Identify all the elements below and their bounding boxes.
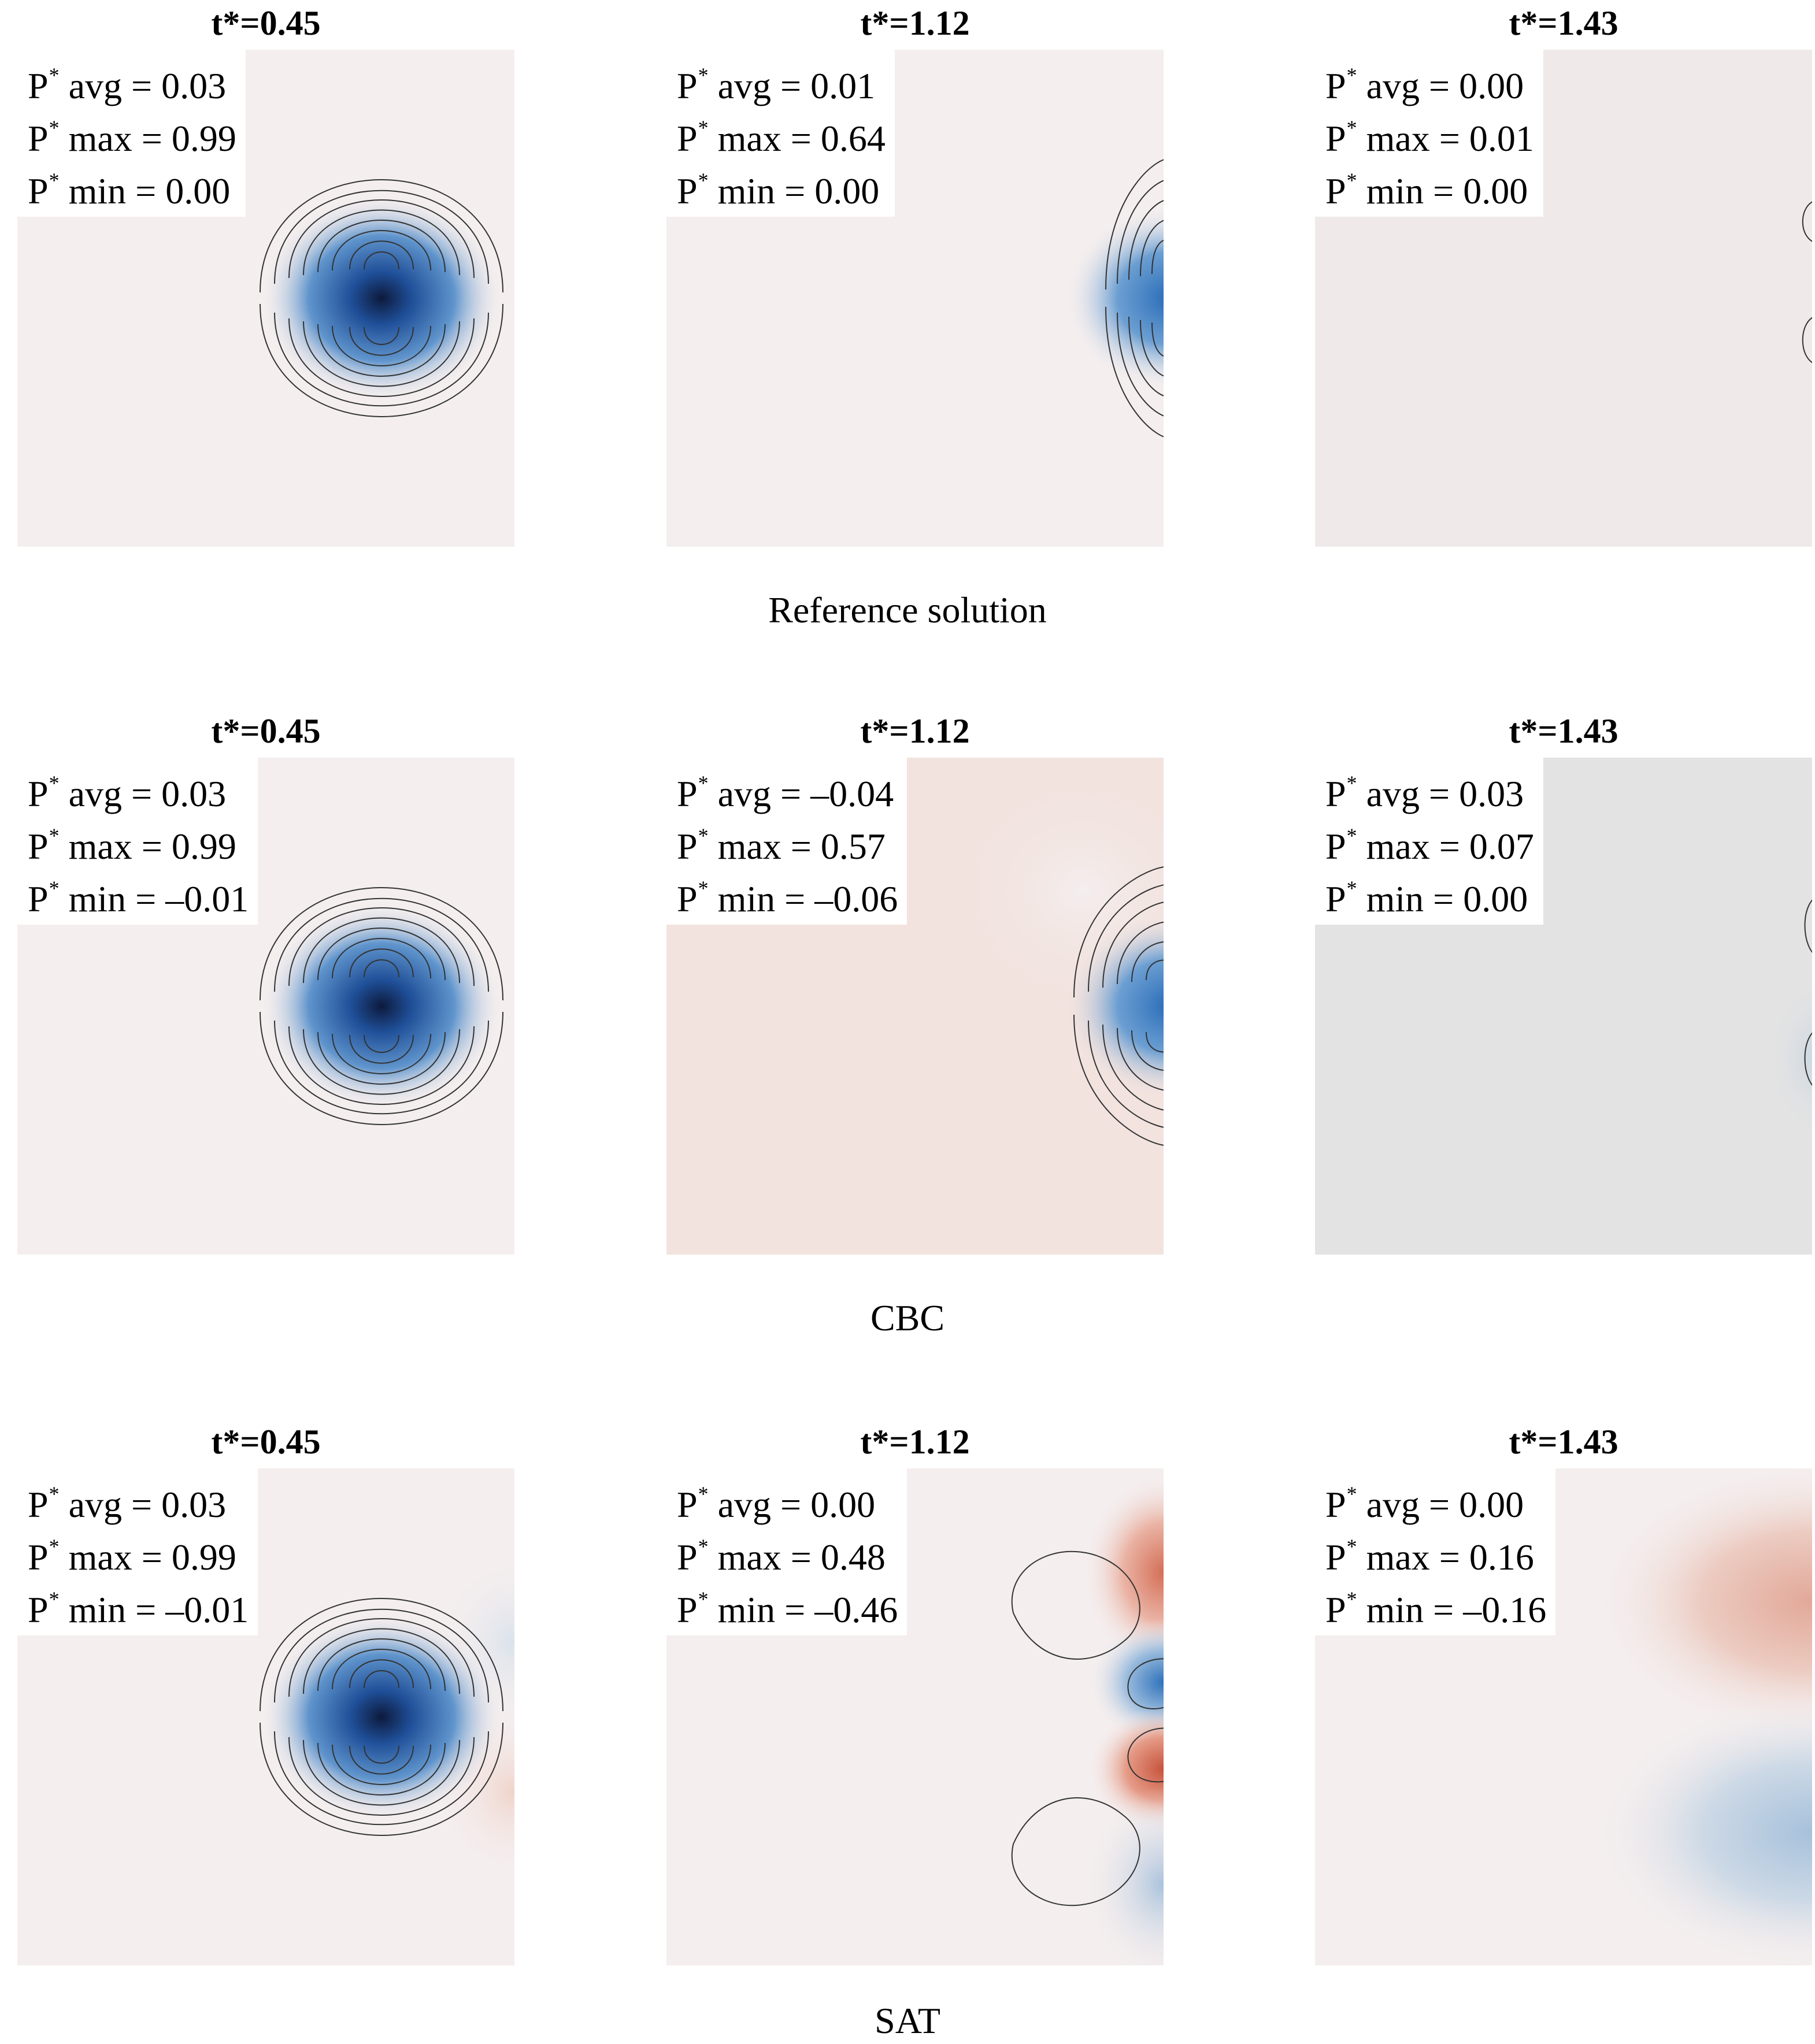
stat-max: P* max = 0.57 [677,824,886,867]
stat-max: P* max = 0.99 [28,824,236,867]
pressure-stats-box: P* avg = 0.01 P* max = 0.64 P* min = 0.0… [666,50,895,217]
stat-max: P* max = 0.99 [28,1535,236,1578]
pressure-field-plot: P* avg = 0.00 P* max = 0.48 P* min = –0.… [666,1468,1164,1965]
row-caption: Reference solution [768,589,1047,630]
stat-max: P* max = 0.48 [677,1535,886,1578]
stat-max: P* max = 0.99 [28,116,236,159]
panel-title: t*=1.12 [860,4,970,42]
pressure-field-plot: P* avg = 0.03 P* max = 0.99 P* min = –0.… [17,1468,514,1965]
stat-min: P* min = 0.00 [28,169,231,212]
pressure-field-plot: P* avg = 0.03 P* max = 0.99 P* min = –0.… [17,758,514,1255]
row-caption: CBC [870,1297,945,1338]
stat-max: P* max = 0.64 [677,116,886,159]
pressure-stats-box: P* avg = 0.03 P* max = 0.99 P* min = 0.0… [17,50,246,217]
stat-min: P* min = –0.46 [677,1587,898,1630]
stat-min: P* min = –0.01 [28,1587,249,1630]
pressure-field-image [1315,758,1812,1255]
panel-title: t*=1.12 [860,1423,970,1461]
stat-avg: P* avg = 0.03 [1325,771,1524,814]
stat-avg: P* avg = 0.00 [677,1482,876,1525]
panel-title: t*=1.12 [860,712,970,750]
pressure-field-plot: P* avg = 0.00 P* max = 0.16 P* min = –0.… [1315,1468,1812,1965]
stat-avg: P* avg = 0.03 [28,771,227,814]
pressure-stats-box: P* avg = 0.00 P* max = 0.01 P* min = 0.0… [1315,50,1543,217]
panel-title: t*=0.45 [211,4,321,42]
pressure-stats-box: P* avg = –0.04 P* max = 0.57 P* min = –0… [666,758,908,925]
stat-max: P* max = 0.07 [1325,824,1534,867]
stat-min: P* min = 0.00 [1325,877,1528,919]
stat-avg: P* avg = –0.04 [677,771,894,814]
panel-title: t*=1.43 [1509,1423,1618,1461]
pressure-field-plot: P* avg = 0.01 P* max = 0.64 P* min = 0.0… [666,50,1164,547]
stat-min: P* min = 0.00 [1325,169,1528,212]
panel-title: t*=1.43 [1509,712,1618,750]
pressure-stats-box: P* avg = 0.00 P* max = 0.16 P* min = –0.… [1315,1468,1556,1635]
pressure-field-image [17,758,514,1255]
pressure-field-plot: P* avg = 0.00 P* max = 0.01 P* min = 0.0… [1315,50,1812,547]
stat-avg: P* avg = 0.00 [1325,1482,1524,1525]
pressure-field-plot: P* avg = 0.03 P* max = 0.99 P* min = 0.0… [17,50,514,547]
stat-max: P* max = 0.01 [1325,116,1534,159]
panel-title: t*=1.43 [1509,4,1618,42]
pressure-stats-box: P* avg = 0.03 P* max = 0.99 P* min = –0.… [17,1468,258,1635]
pressure-field-image [17,1468,514,1965]
pressure-stats-box: P* avg = 0.00 P* max = 0.48 P* min = –0.… [666,1468,908,1635]
stat-min: P* min = –0.01 [28,877,249,919]
stat-min: P* min = –0.06 [677,877,898,919]
pressure-stats-box: P* avg = 0.03 P* max = 0.99 P* min = –0.… [17,758,258,925]
row-caption: SAT [875,2000,940,2041]
panel-title: t*=0.45 [211,712,321,750]
stat-avg: P* avg = 0.00 [1325,64,1524,106]
stat-max: P* max = 0.16 [1325,1535,1534,1578]
pressure-field-plot: P* avg = 0.03 P* max = 0.07 P* min = 0.0… [1315,758,1812,1255]
stat-avg: P* avg = 0.01 [677,64,876,106]
stat-min: P* min = –0.16 [1325,1587,1547,1630]
stat-avg: P* avg = 0.03 [28,1482,227,1525]
pressure-stats-box: P* avg = 0.03 P* max = 0.07 P* min = 0.0… [1315,758,1543,925]
stat-min: P* min = 0.00 [677,169,880,212]
pressure-field-plot: P* avg = –0.04 P* max = 0.57 P* min = –0… [666,758,1164,1255]
panel-title: t*=0.45 [211,1423,321,1461]
stat-avg: P* avg = 0.03 [28,64,227,106]
